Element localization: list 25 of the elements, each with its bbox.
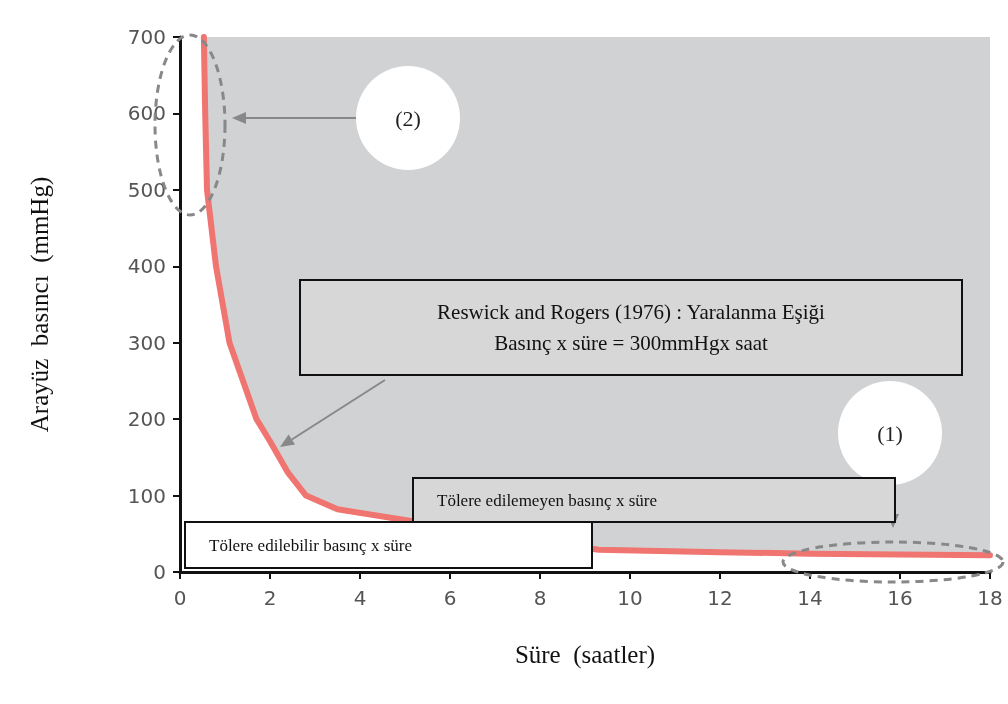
y-tick-label: 300: [127, 330, 166, 355]
x-tick-label: 4: [353, 586, 367, 610]
x-tick-label: 14: [797, 586, 823, 610]
x-tick-label: 8: [533, 586, 547, 610]
annotation: (2): [395, 105, 421, 131]
x-tick-label: 18: [977, 586, 1003, 610]
annotation: Tölere edilemeyen basınç x süre: [437, 490, 657, 510]
annotation: Tölere edilebilir basınç x süre: [209, 535, 412, 555]
y-tick-label: 600: [127, 101, 166, 126]
annotation: Reswick and Rogers (1976) : Yaralanma Eşiği Basınç x süre = 300mmHgx saat: [437, 300, 826, 355]
y-tick-label: 200: [127, 407, 166, 432]
annotation: (1): [877, 420, 903, 446]
y-tick-label: 700: [127, 25, 166, 49]
x-tick-label: 0: [173, 586, 187, 610]
x-axis-title: Süre (saatler): [514, 641, 656, 669]
x-tick-label: 12: [707, 586, 733, 610]
y-tick-label: 500: [127, 177, 166, 202]
y-axis-title: Arayüz basıncı (mmHg): [26, 176, 54, 433]
x-tick-label: 16: [887, 586, 913, 610]
y-tick-label: 100: [127, 483, 166, 508]
x-tick-label: 2: [263, 586, 277, 610]
x-tick-label: 10: [617, 586, 643, 610]
y-tick-label: 400: [127, 254, 166, 279]
y-tick-label: 0: [153, 560, 166, 584]
x-tick-label: 6: [443, 586, 457, 610]
